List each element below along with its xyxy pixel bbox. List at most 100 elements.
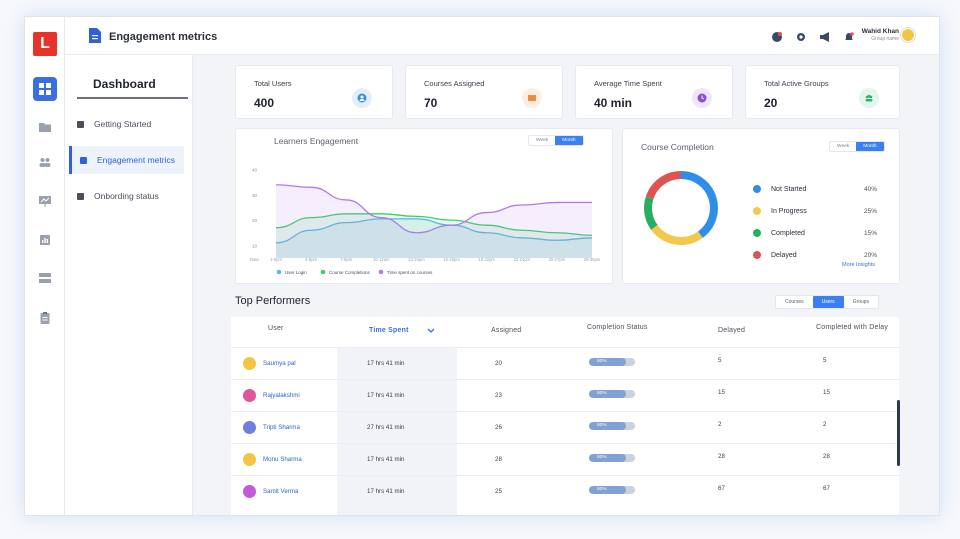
series-area <box>276 184 592 258</box>
globe-icon[interactable] <box>771 30 783 42</box>
sidebar-item-onbording-status[interactable]: Onbording status <box>69 182 184 210</box>
column-header-assigned[interactable]: Assigned <box>491 327 522 334</box>
report-icon[interactable] <box>33 228 57 252</box>
time-spent-cell: 17 hrs 41 min <box>367 360 405 367</box>
delayed-cell: 67 <box>718 485 725 492</box>
sidebar-item-engagement-metrics[interactable]: Engagement metrics <box>69 146 184 174</box>
series-area <box>276 218 592 258</box>
user-name-cell[interactable]: Tripti Sharma <box>263 424 300 431</box>
learners-engagement-card: Learners Engagement Week Month 10 20 30 40 D… <box>235 128 613 284</box>
series-line <box>275 218 593 244</box>
avatar <box>243 453 256 466</box>
layout-icon[interactable] <box>33 266 57 290</box>
stat-value: 70 <box>424 96 438 110</box>
column-header-user[interactable]: User <box>268 325 284 332</box>
avatar[interactable] <box>901 28 915 42</box>
stat-card-average-time-spent: Average Time Spent 40 min <box>575 65 733 119</box>
column-header-completion-status[interactable]: Completion Status <box>587 324 648 331</box>
legend-dot <box>320 269 326 275</box>
megaphone-icon[interactable] <box>819 30 831 42</box>
brand-logo: L <box>33 32 57 56</box>
section-title: Top Performers <box>235 295 311 307</box>
user-name-cell[interactable]: Samit Verma <box>263 488 299 495</box>
x-tick-label: 16-18pm <box>443 257 460 262</box>
clipboard-icon[interactable] <box>33 306 57 330</box>
donut-slice <box>645 171 682 200</box>
users-icon[interactable] <box>33 150 57 174</box>
delayed-cell: 15 <box>718 389 725 396</box>
sorted-column-highlight <box>337 347 457 515</box>
progress-label: 80% <box>597 455 607 460</box>
completion-progress-bar: 80% <box>589 358 635 366</box>
avatar <box>243 389 256 402</box>
stat-card-total-users: Total Users 400 <box>235 65 393 119</box>
table-row[interactable]: Rajyalakshmi 17 hrs 41 min 23 80% 15 15 <box>231 379 899 411</box>
chart-title: Learners Engagement <box>274 136 359 146</box>
bell-icon[interactable] <box>843 30 855 42</box>
donut-chart <box>644 171 718 245</box>
x-tick-label: 19-22pm <box>478 257 495 262</box>
avatar <box>243 357 256 370</box>
legend-dot <box>753 185 761 193</box>
book-icon <box>77 120 84 128</box>
legend-label: User Login <box>285 270 307 275</box>
legend-item: Completed <box>753 229 805 237</box>
legend-dot <box>276 269 282 275</box>
column-header-time-spent[interactable]: Time Spent <box>369 327 409 334</box>
table-scrollbar[interactable] <box>897 400 900 466</box>
series-line <box>275 184 592 234</box>
table-row[interactable]: Monu Sharma 17 hrs 41 min 28 80% 28 28 <box>231 443 899 475</box>
secondary-sidebar: Dashboard Getting Started Engagement met… <box>65 55 193 515</box>
user-name: Wahid Khan <box>861 28 899 35</box>
toggle-month[interactable]: Month <box>555 136 583 145</box>
assigned-cell: 28 <box>495 456 502 463</box>
progress-fill <box>589 454 626 462</box>
presentation-icon[interactable] <box>33 189 57 213</box>
progress-fill <box>589 486 626 494</box>
top-performers-table: User Time Spent Assigned Completion Stat… <box>231 317 899 515</box>
chevron-down-icon[interactable] <box>427 328 435 334</box>
delayed-cell: 28 <box>718 453 725 460</box>
completed-with-delay-cell: 28 <box>823 453 830 460</box>
time-spent-cell: 17 hrs 41 min <box>367 392 405 399</box>
table-row[interactable]: Samit Verma 17 hrs 41 min 25 80% 67 67 <box>231 475 899 507</box>
user-name-cell[interactable]: Saumya pal <box>263 360 296 367</box>
toggle-week[interactable]: Week <box>830 142 857 151</box>
legend-label: Completed <box>771 229 805 237</box>
chart-title: Course Completion <box>641 142 714 152</box>
sidebar-item-getting-started[interactable]: Getting Started <box>69 110 184 138</box>
table-row[interactable]: Saumya pal 17 hrs 41 min 20 80% 5 5 <box>231 347 899 379</box>
clock-icon <box>692 88 712 108</box>
table-row[interactable]: Tripti Sharma 27 hrs 41 min 26 80% 2 2 <box>231 411 899 443</box>
legend-value: 25% <box>864 208 878 215</box>
user-icon <box>352 88 372 108</box>
sidebar-item-label: Getting Started <box>94 119 152 129</box>
donut-slice <box>651 224 703 245</box>
more-insights-link[interactable]: More Insights <box>842 262 876 268</box>
user-name-cell[interactable]: Monu Sharma <box>263 456 302 463</box>
dashboard-icon[interactable] <box>33 77 57 101</box>
stat-card-total-active-groups: Total Active Groups 20 <box>745 65 900 119</box>
completion-progress-bar: 80% <box>589 454 635 462</box>
sidebar-item-label: Onbording status <box>94 191 159 201</box>
tab-users[interactable]: Users <box>812 296 844 308</box>
legend-label: Course Completions <box>329 270 371 275</box>
x-axis-label: Date <box>250 257 260 262</box>
legend-label: Time spent on courses <box>387 270 433 275</box>
column-header-completed-with-delay[interactable]: Completed with Delay <box>816 324 889 331</box>
folder-icon[interactable] <box>33 115 57 139</box>
legend-label: Not Started <box>771 185 807 193</box>
sidebar-title-underline <box>77 97 188 99</box>
top-header: Engagement metrics Wahid Khan Group name <box>65 17 939 55</box>
book-icon <box>522 88 542 108</box>
tab-groups[interactable]: Groups <box>852 299 870 305</box>
toggle-month[interactable]: Month <box>856 142 884 151</box>
user-name-cell[interactable]: Rajyalakshmi <box>263 392 300 399</box>
column-header-delayed[interactable]: Delayed <box>718 327 746 334</box>
legend-value: 20% <box>864 252 878 259</box>
toggle-week[interactable]: Week <box>529 136 556 145</box>
tab-courses[interactable]: Courses <box>785 299 804 305</box>
donut-slice <box>680 171 718 238</box>
completed-with-delay-cell: 15 <box>823 389 830 396</box>
gear-icon[interactable] <box>795 30 807 42</box>
